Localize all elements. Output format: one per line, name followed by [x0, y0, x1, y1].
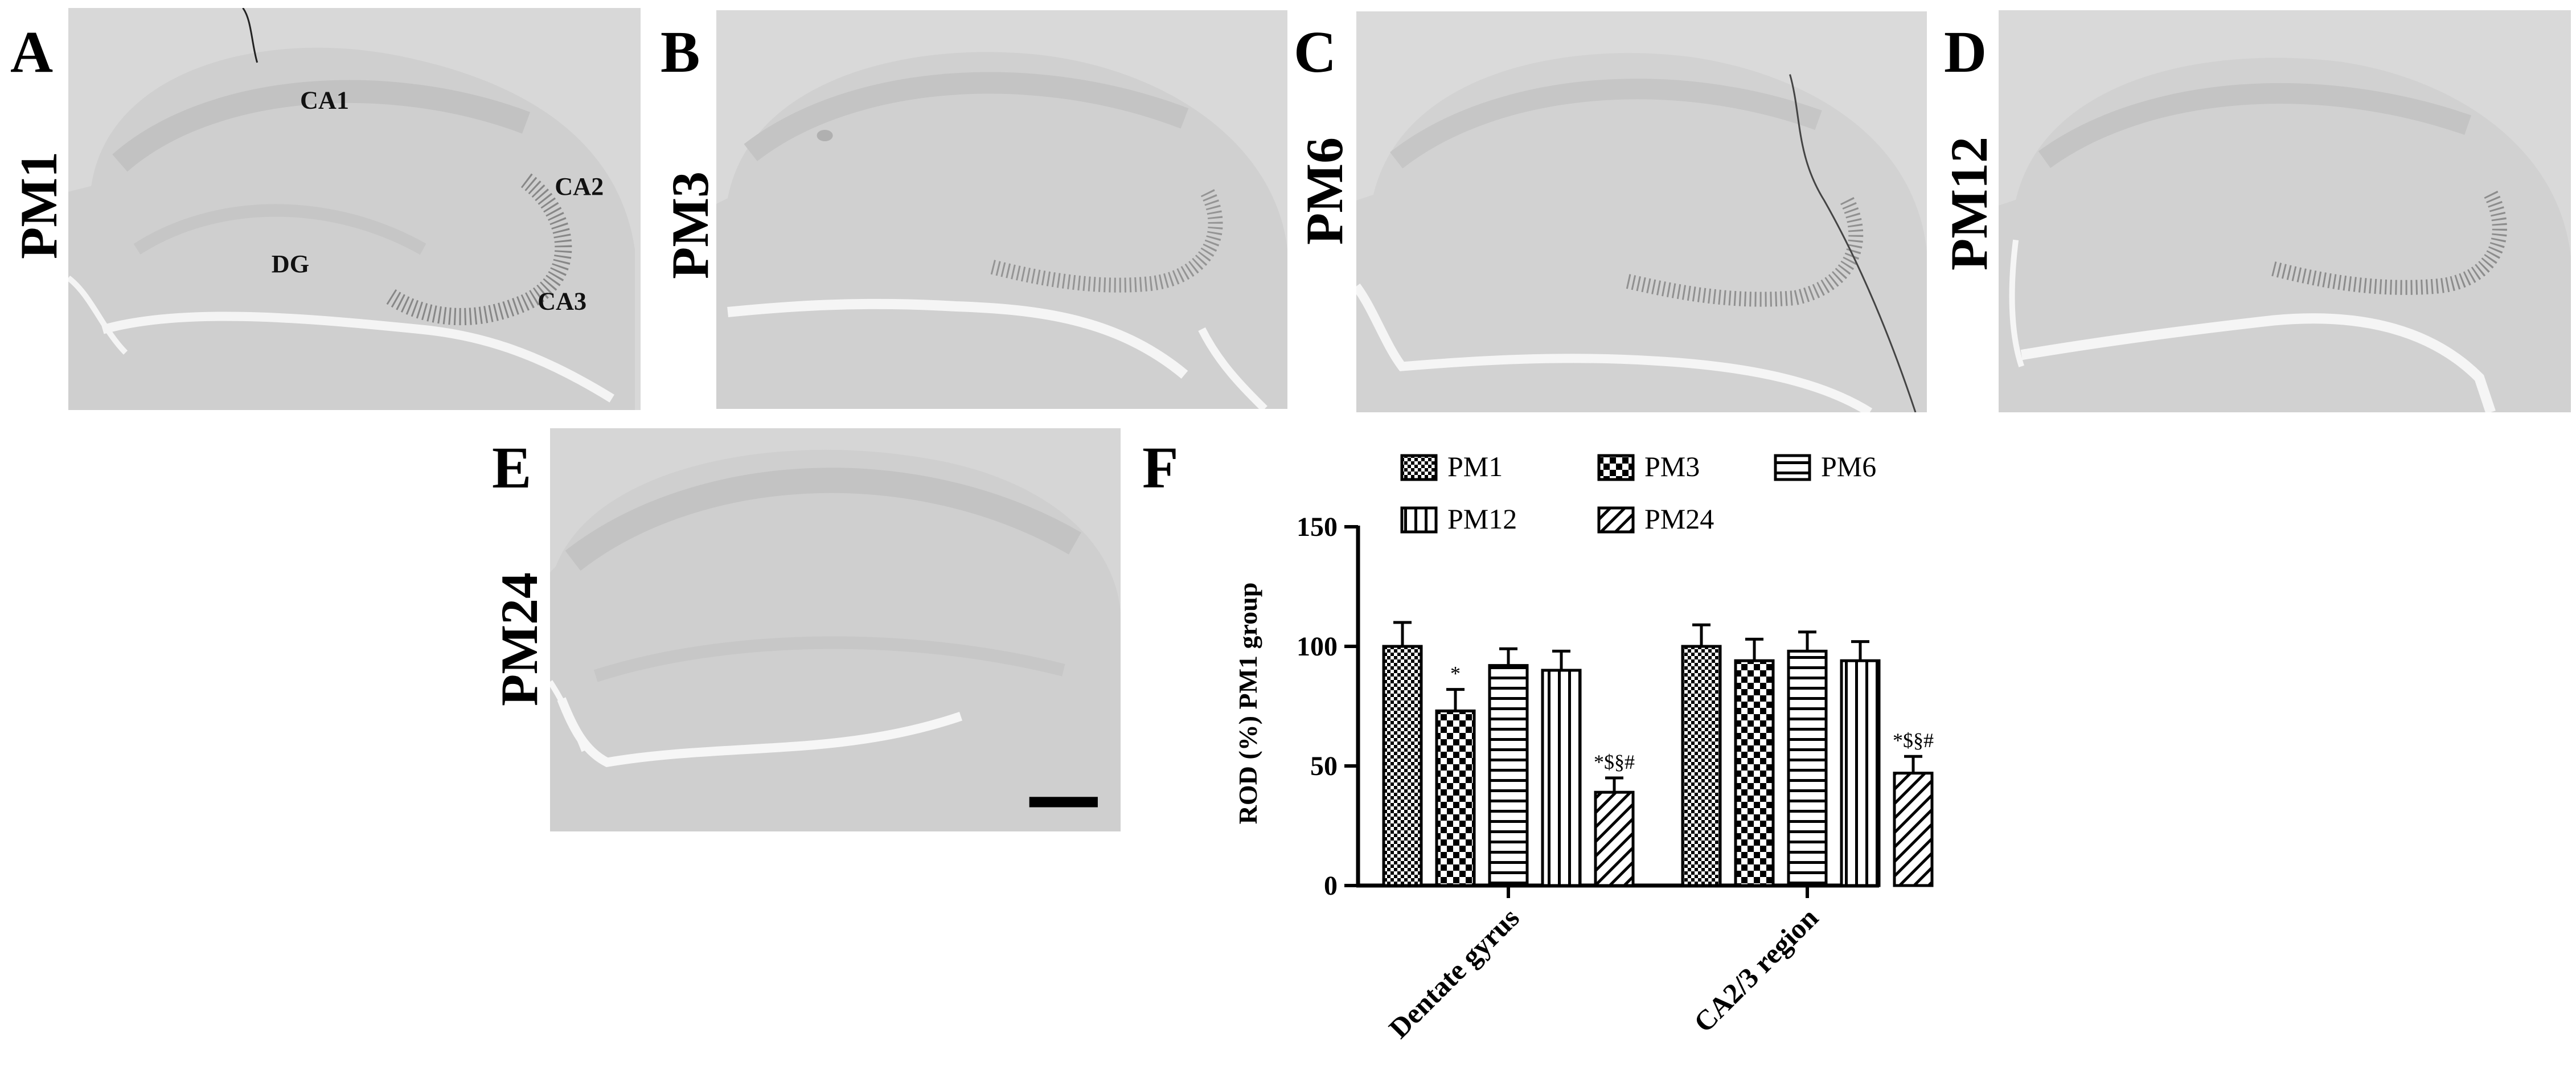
legend-label-pm3: PM3: [1644, 450, 1700, 482]
bar-dentate-gyrus-pm12: [1541, 669, 1582, 887]
panel-letter-d: D: [1944, 19, 1987, 85]
micrograph-pm3: [716, 10, 1287, 409]
y-tick-label-150: 150: [1297, 512, 1338, 542]
y-tick-label-100: 100: [1297, 632, 1338, 662]
x-tick-label-dentate-gyrus: Dentate gyrus: [1383, 901, 1525, 1044]
panel-letter-a: A: [10, 19, 54, 85]
chart-legend: PM1 PM3 PM6 PM12 PM24: [1400, 450, 1876, 535]
legend-label-pm12: PM12: [1447, 503, 1517, 535]
region-label-ca3: CA3: [538, 287, 586, 315]
bar-dentate-gyrus-pm24: [1594, 790, 1635, 887]
legend-swatch-pm3: [1597, 454, 1635, 481]
chart-bars: * *$§# *$§#: [1382, 621, 1934, 887]
region-label-dg: DG: [272, 250, 309, 278]
bar-ca2-3-region-pm12: [1840, 659, 1881, 887]
bar-dentate-gyrus-pm3: [1435, 709, 1476, 887]
y-tick-label-50: 50: [1310, 751, 1338, 781]
significance-label-1: *$§#: [1594, 751, 1635, 773]
region-label-ca2: CA2: [555, 173, 604, 200]
micrograph-pm6: [1356, 11, 1927, 412]
bar-ca2-3-region-pm1: [1681, 645, 1722, 887]
legend-label-pm6: PM6: [1821, 450, 1876, 482]
significance-label-2: *$§#: [1893, 729, 1934, 752]
panel-letter-b: B: [661, 19, 700, 85]
micrograph-pm1: CA1 CA2 DG CA3: [68, 8, 641, 410]
legend-label-pm1: PM1: [1447, 450, 1503, 482]
legend-label-pm24: PM24: [1644, 503, 1714, 535]
y-axis-label: ROD (%) PM1 group: [1233, 583, 1262, 825]
x-axis-labels: Dentate gyrus CA2/3 region: [1383, 901, 1824, 1044]
y-tick-label-0: 0: [1324, 871, 1338, 901]
micrograph-pm24: [550, 428, 1121, 831]
bar-ca2-3-region-pm3: [1734, 659, 1775, 887]
panel-letter-f: F: [1142, 435, 1179, 501]
x-tick-label-ca2-3-region: CA2/3 region: [1688, 901, 1824, 1038]
legend-swatch-pm12: [1400, 506, 1438, 534]
panel-letter-c: C: [1294, 19, 1337, 85]
micrograph-pm12: [1999, 10, 2571, 412]
bar-dentate-gyrus-pm6: [1488, 664, 1529, 887]
bar-ca2-3-region-pm24: [1893, 772, 1934, 887]
legend-swatch-pm24: [1597, 506, 1635, 534]
bar-ca2-3-region-pm6: [1787, 649, 1828, 887]
legend-swatch-pm1: [1400, 454, 1438, 481]
significance-label-0: *: [1450, 662, 1461, 685]
scale-bar: [1029, 797, 1098, 808]
panel-letter-e: E: [492, 435, 532, 501]
legend-swatch-pm6: [1774, 454, 1811, 481]
bar-dentate-gyrus-pm1: [1382, 645, 1423, 887]
region-label-ca1: CA1: [300, 86, 349, 114]
